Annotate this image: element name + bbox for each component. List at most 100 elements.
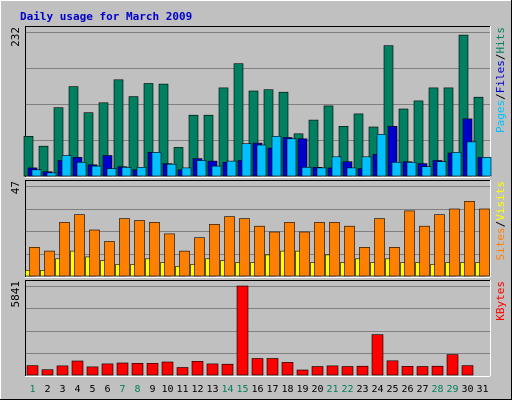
bar-visits-sites-day-2 bbox=[44, 250, 55, 277]
x-tick-label: 12 bbox=[191, 384, 203, 395]
bar-kbytes-kbytes-day-28 bbox=[431, 365, 444, 376]
bar-kbytes-kbytes-day-11 bbox=[176, 367, 189, 376]
x-tick-label: 23 bbox=[356, 384, 368, 395]
x-tick-label: 13 bbox=[206, 384, 218, 395]
bar-kbytes-kbytes-day-25 bbox=[386, 360, 399, 376]
bar-visits-sites-day-1 bbox=[29, 247, 40, 277]
x-tick-label: 17 bbox=[266, 384, 278, 395]
bar-hits-pages-day-26 bbox=[406, 162, 417, 177]
y-max-label-hits: 232 bbox=[9, 27, 22, 47]
bar-visits-sites-day-19 bbox=[299, 231, 310, 277]
bar-hits-pages-day-14 bbox=[226, 160, 237, 177]
x-tick-label: 15 bbox=[236, 384, 248, 395]
x-tick-label: 18 bbox=[281, 384, 293, 395]
bar-hits-pages-day-5 bbox=[91, 165, 102, 177]
bar-kbytes-kbytes-day-20 bbox=[311, 366, 324, 376]
bar-hits-hits-day-21 bbox=[323, 105, 334, 177]
bar-hits-pages-day-17 bbox=[271, 136, 282, 177]
chart-title: Daily usage for March 2009 bbox=[20, 10, 192, 23]
bar-kbytes-kbytes-day-12 bbox=[191, 360, 204, 376]
bar-kbytes-kbytes-day-24 bbox=[371, 334, 384, 376]
bar-visits-sites-day-25 bbox=[389, 247, 400, 277]
bar-hits-pages-day-16 bbox=[256, 144, 267, 177]
bar-visits-sites-day-5 bbox=[89, 229, 100, 277]
bar-visits-sites-day-13 bbox=[209, 224, 220, 277]
bar-kbytes-kbytes-day-16 bbox=[251, 358, 264, 376]
bar-hits-pages-day-1 bbox=[31, 169, 42, 177]
x-tick-label: 25 bbox=[386, 384, 398, 395]
bar-visits-sites-day-21 bbox=[329, 222, 340, 277]
bar-visits-sites-day-28 bbox=[434, 214, 445, 277]
legend-kbytes: KBytes bbox=[494, 281, 507, 321]
bar-hits-pages-day-9 bbox=[151, 152, 162, 177]
bar-hits-pages-day-6 bbox=[106, 168, 117, 177]
bar-kbytes-kbytes-day-14 bbox=[221, 363, 234, 376]
bar-hits-hits-day-8 bbox=[128, 96, 139, 177]
x-tick-label: 8 bbox=[134, 384, 140, 395]
bar-visits-sites-day-16 bbox=[254, 225, 265, 277]
bar-kbytes-kbytes-day-18 bbox=[281, 362, 294, 376]
x-tick-label: 11 bbox=[176, 384, 188, 395]
bar-kbytes-kbytes-day-7 bbox=[116, 362, 129, 376]
bar-hits-pages-day-2 bbox=[46, 172, 57, 177]
x-tick-label: 10 bbox=[161, 384, 173, 395]
x-tick-label: 29 bbox=[446, 384, 458, 395]
bar-visits-sites-day-30 bbox=[464, 201, 475, 277]
bar-kbytes-kbytes-day-27 bbox=[416, 366, 429, 376]
legend-visits: Sites/Visits bbox=[494, 181, 507, 261]
x-tick-label: 16 bbox=[251, 384, 263, 395]
bar-hits-pages-day-8 bbox=[136, 167, 147, 177]
bar-kbytes-kbytes-day-4 bbox=[71, 360, 84, 376]
x-tick-label: 19 bbox=[296, 384, 308, 395]
bar-visits-sites-day-8 bbox=[134, 220, 145, 277]
bar-hits-pages-day-22 bbox=[346, 167, 357, 177]
bar-hits-pages-day-18 bbox=[286, 138, 297, 177]
bar-kbytes-kbytes-day-6 bbox=[101, 363, 114, 376]
bar-visits-sites-day-14 bbox=[224, 216, 235, 277]
x-tick-label: 31 bbox=[476, 384, 488, 395]
panel-visits: 47 Sites/Visits bbox=[9, 180, 507, 278]
bar-hits-pages-day-27 bbox=[421, 166, 432, 177]
bar-hits-pages-day-31 bbox=[481, 157, 492, 177]
bar-visits-sites-day-9 bbox=[149, 222, 160, 277]
bar-visits-sites-day-24 bbox=[374, 218, 385, 277]
x-tick-label: 1 bbox=[29, 384, 35, 395]
bar-kbytes-kbytes-day-23 bbox=[356, 365, 369, 376]
x-tick-label: 7 bbox=[119, 384, 125, 395]
bar-hits-hits-day-7 bbox=[113, 79, 124, 177]
day-labels: 1 2 3 4 5 6 7 8 9 10 11 12 13 14 15 16 17 18 19 20 21 22 23 24 2… bbox=[29, 384, 488, 395]
y-max-label-visits: 47 bbox=[9, 181, 22, 194]
bar-hits-pages-day-19 bbox=[301, 167, 312, 177]
bar-hits-pages-day-24 bbox=[376, 134, 387, 177]
x-tick-label: 20 bbox=[311, 384, 323, 395]
legend-entry: KBytes bbox=[494, 281, 507, 321]
x-tick-label: 5 bbox=[89, 384, 95, 395]
bar-kbytes-kbytes-day-2 bbox=[41, 369, 54, 376]
bar-hits-pages-day-23 bbox=[361, 156, 372, 177]
bar-hits-pages-day-28 bbox=[436, 161, 447, 177]
x-tick-label: 30 bbox=[461, 384, 473, 395]
bar-visits-sites-day-11 bbox=[179, 250, 190, 277]
legend-entry: / bbox=[494, 221, 507, 228]
bar-kbytes-kbytes-day-21 bbox=[326, 365, 339, 376]
bar-kbytes-kbytes-day-29 bbox=[446, 354, 459, 376]
bar-hits-pages-day-10 bbox=[166, 163, 177, 177]
bar-visits-sites-day-12 bbox=[194, 237, 205, 277]
bar-kbytes-kbytes-day-13 bbox=[206, 363, 219, 376]
bar-kbytes-kbytes-day-10 bbox=[161, 361, 174, 376]
legend-entry: Visits bbox=[494, 181, 507, 221]
legend-entry: / bbox=[494, 54, 507, 61]
bar-visits-sites-day-27 bbox=[419, 225, 430, 277]
x-tick-label: 27 bbox=[416, 384, 428, 395]
bar-visits-sites-day-18 bbox=[284, 222, 295, 277]
bar-kbytes-kbytes-day-1 bbox=[26, 365, 39, 376]
bar-visits-sites-day-15 bbox=[239, 218, 250, 277]
bar-hits-pages-day-11 bbox=[181, 167, 192, 177]
bar-visits-sites-day-3 bbox=[59, 222, 70, 277]
y-max-label-kbytes: 5841 bbox=[9, 281, 22, 308]
x-tick-label: 4 bbox=[74, 384, 80, 395]
x-tick-label: 22 bbox=[341, 384, 353, 395]
bar-visits-sites-day-26 bbox=[404, 210, 415, 277]
x-tick-label: 9 bbox=[149, 384, 155, 395]
